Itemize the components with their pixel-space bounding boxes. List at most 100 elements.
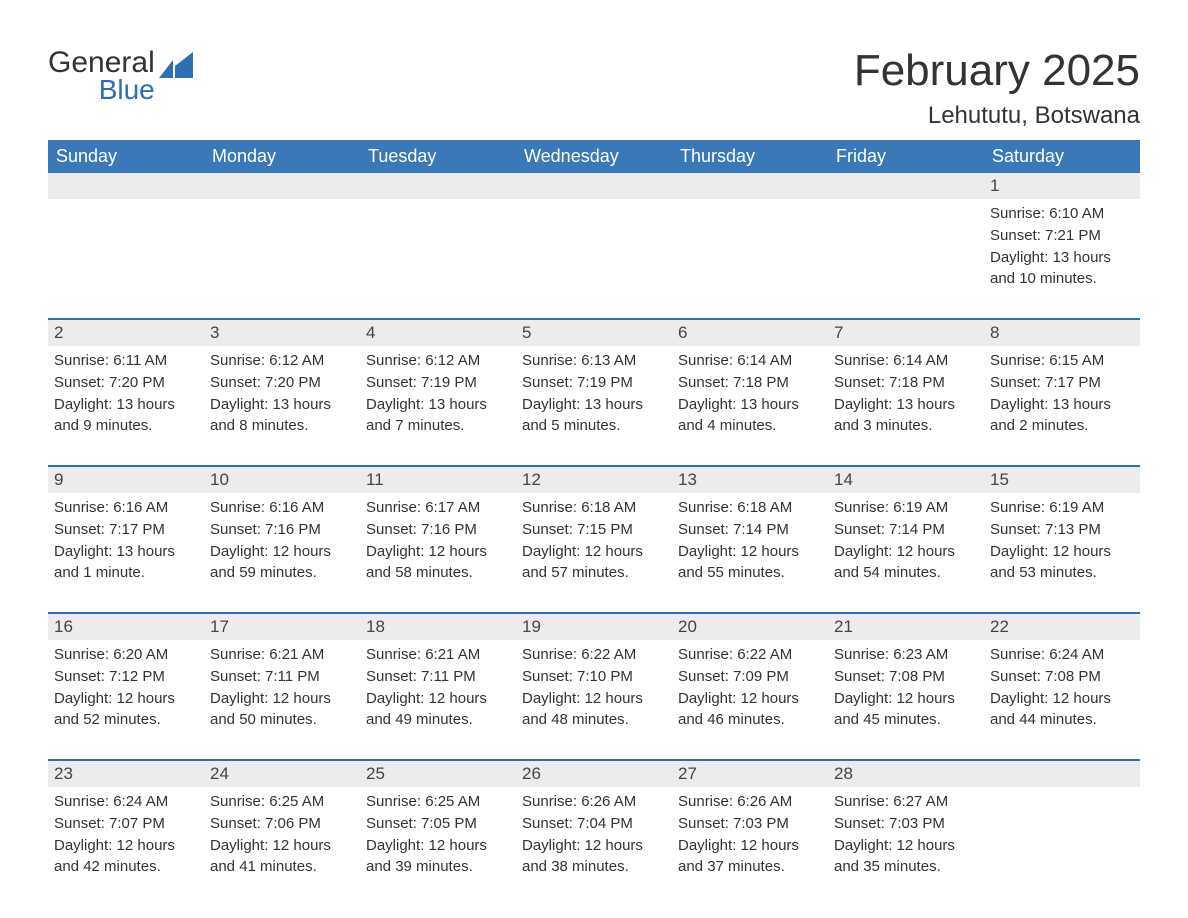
day-daylight2: and 8 minutes. xyxy=(210,415,354,437)
day-detail-row: Sunrise: 6:24 AMSunset: 7:07 PMDaylight:… xyxy=(48,787,1140,888)
day-sunrise: Sunrise: 6:18 AM xyxy=(522,497,666,519)
day-sunset: Sunset: 7:15 PM xyxy=(522,519,666,541)
day-sunset: Sunset: 7:11 PM xyxy=(366,666,510,688)
day-number-cell: 13 xyxy=(672,466,828,493)
title-block: February 2025 Lehututu, Botswana xyxy=(854,48,1140,130)
day-sunset: Sunset: 7:19 PM xyxy=(522,372,666,394)
day-number-cell: 10 xyxy=(204,466,360,493)
day-sunrise: Sunrise: 6:22 AM xyxy=(678,644,822,666)
day-sunrise: Sunrise: 6:26 AM xyxy=(522,791,666,813)
day-daylight2: and 39 minutes. xyxy=(366,856,510,878)
weekday-header: Friday xyxy=(828,140,984,173)
day-daylight2: and 3 minutes. xyxy=(834,415,978,437)
day-detail-cell: Sunrise: 6:23 AMSunset: 7:08 PMDaylight:… xyxy=(828,640,984,760)
day-sunrise: Sunrise: 6:11 AM xyxy=(54,350,198,372)
day-sunrise: Sunrise: 6:22 AM xyxy=(522,644,666,666)
day-number-cell: 26 xyxy=(516,760,672,787)
day-sunset: Sunset: 7:20 PM xyxy=(210,372,354,394)
day-daylight1: Daylight: 12 hours xyxy=(54,835,198,857)
day-daylight1: Daylight: 12 hours xyxy=(834,688,978,710)
day-detail-cell xyxy=(48,199,204,319)
day-sunset: Sunset: 7:16 PM xyxy=(210,519,354,541)
day-sunset: Sunset: 7:18 PM xyxy=(678,372,822,394)
day-detail-cell xyxy=(984,787,1140,888)
day-daylight1: Daylight: 12 hours xyxy=(990,688,1134,710)
day-detail-cell: Sunrise: 6:26 AMSunset: 7:03 PMDaylight:… xyxy=(672,787,828,888)
day-daylight2: and 54 minutes. xyxy=(834,562,978,584)
day-sunrise: Sunrise: 6:25 AM xyxy=(366,791,510,813)
day-number-cell: 17 xyxy=(204,613,360,640)
day-detail-cell: Sunrise: 6:12 AMSunset: 7:20 PMDaylight:… xyxy=(204,346,360,466)
day-number-cell: 2 xyxy=(48,319,204,346)
day-sunset: Sunset: 7:05 PM xyxy=(366,813,510,835)
calendar-page: General Blue February 2025 Lehututu, Bot… xyxy=(0,0,1188,918)
day-daylight1: Daylight: 12 hours xyxy=(366,541,510,563)
day-daylight2: and 49 minutes. xyxy=(366,709,510,731)
day-daylight1: Daylight: 12 hours xyxy=(522,835,666,857)
day-daylight2: and 10 minutes. xyxy=(990,268,1134,290)
weekday-header: Monday xyxy=(204,140,360,173)
day-number-cell xyxy=(984,760,1140,787)
day-daylight2: and 5 minutes. xyxy=(522,415,666,437)
day-daylight2: and 2 minutes. xyxy=(990,415,1134,437)
day-detail-cell xyxy=(828,199,984,319)
day-detail-row: Sunrise: 6:16 AMSunset: 7:17 PMDaylight:… xyxy=(48,493,1140,613)
day-sunset: Sunset: 7:11 PM xyxy=(210,666,354,688)
day-detail-cell: Sunrise: 6:18 AMSunset: 7:15 PMDaylight:… xyxy=(516,493,672,613)
month-title: February 2025 xyxy=(854,48,1140,94)
day-number-cell xyxy=(828,173,984,199)
day-daylight2: and 7 minutes. xyxy=(366,415,510,437)
day-daylight1: Daylight: 13 hours xyxy=(210,394,354,416)
day-number-cell: 11 xyxy=(360,466,516,493)
day-number-cell: 27 xyxy=(672,760,828,787)
day-detail-cell: Sunrise: 6:26 AMSunset: 7:04 PMDaylight:… xyxy=(516,787,672,888)
day-daylight1: Daylight: 13 hours xyxy=(522,394,666,416)
day-detail-cell: Sunrise: 6:21 AMSunset: 7:11 PMDaylight:… xyxy=(204,640,360,760)
day-number-row: 232425262728 xyxy=(48,760,1140,787)
weekday-header: Tuesday xyxy=(360,140,516,173)
day-detail-cell: Sunrise: 6:19 AMSunset: 7:13 PMDaylight:… xyxy=(984,493,1140,613)
day-daylight2: and 58 minutes. xyxy=(366,562,510,584)
day-number-cell: 4 xyxy=(360,319,516,346)
day-number-cell: 23 xyxy=(48,760,204,787)
day-detail-row: Sunrise: 6:10 AMSunset: 7:21 PMDaylight:… xyxy=(48,199,1140,319)
weekday-header-row: Sunday Monday Tuesday Wednesday Thursday… xyxy=(48,140,1140,173)
day-sunrise: Sunrise: 6:16 AM xyxy=(54,497,198,519)
day-detail-row: Sunrise: 6:20 AMSunset: 7:12 PMDaylight:… xyxy=(48,640,1140,760)
day-daylight1: Daylight: 13 hours xyxy=(54,541,198,563)
day-number-row: 9101112131415 xyxy=(48,466,1140,493)
day-detail-cell: Sunrise: 6:27 AMSunset: 7:03 PMDaylight:… xyxy=(828,787,984,888)
day-sunset: Sunset: 7:16 PM xyxy=(366,519,510,541)
day-detail-cell: Sunrise: 6:19 AMSunset: 7:14 PMDaylight:… xyxy=(828,493,984,613)
day-sunrise: Sunrise: 6:10 AM xyxy=(990,203,1134,225)
day-daylight1: Daylight: 12 hours xyxy=(366,835,510,857)
day-daylight2: and 37 minutes. xyxy=(678,856,822,878)
day-detail-row: Sunrise: 6:11 AMSunset: 7:20 PMDaylight:… xyxy=(48,346,1140,466)
day-number-row: 2345678 xyxy=(48,319,1140,346)
day-daylight1: Daylight: 13 hours xyxy=(990,394,1134,416)
day-sunset: Sunset: 7:13 PM xyxy=(990,519,1134,541)
day-number-cell: 24 xyxy=(204,760,360,787)
day-detail-cell: Sunrise: 6:15 AMSunset: 7:17 PMDaylight:… xyxy=(984,346,1140,466)
day-number-cell: 14 xyxy=(828,466,984,493)
day-sunset: Sunset: 7:03 PM xyxy=(834,813,978,835)
day-sunset: Sunset: 7:08 PM xyxy=(834,666,978,688)
day-sunrise: Sunrise: 6:21 AM xyxy=(366,644,510,666)
day-daylight1: Daylight: 13 hours xyxy=(834,394,978,416)
day-sunset: Sunset: 7:03 PM xyxy=(678,813,822,835)
day-detail-cell: Sunrise: 6:12 AMSunset: 7:19 PMDaylight:… xyxy=(360,346,516,466)
day-daylight2: and 46 minutes. xyxy=(678,709,822,731)
day-number-cell: 7 xyxy=(828,319,984,346)
day-daylight1: Daylight: 12 hours xyxy=(54,688,198,710)
day-number-cell: 22 xyxy=(984,613,1140,640)
day-daylight1: Daylight: 13 hours xyxy=(678,394,822,416)
day-daylight1: Daylight: 12 hours xyxy=(990,541,1134,563)
day-detail-cell: Sunrise: 6:11 AMSunset: 7:20 PMDaylight:… xyxy=(48,346,204,466)
day-detail-cell: Sunrise: 6:17 AMSunset: 7:16 PMDaylight:… xyxy=(360,493,516,613)
day-sunset: Sunset: 7:06 PM xyxy=(210,813,354,835)
day-sunrise: Sunrise: 6:26 AM xyxy=(678,791,822,813)
day-number-cell: 1 xyxy=(984,173,1140,199)
day-sunset: Sunset: 7:17 PM xyxy=(54,519,198,541)
day-daylight2: and 59 minutes. xyxy=(210,562,354,584)
day-sunrise: Sunrise: 6:18 AM xyxy=(678,497,822,519)
